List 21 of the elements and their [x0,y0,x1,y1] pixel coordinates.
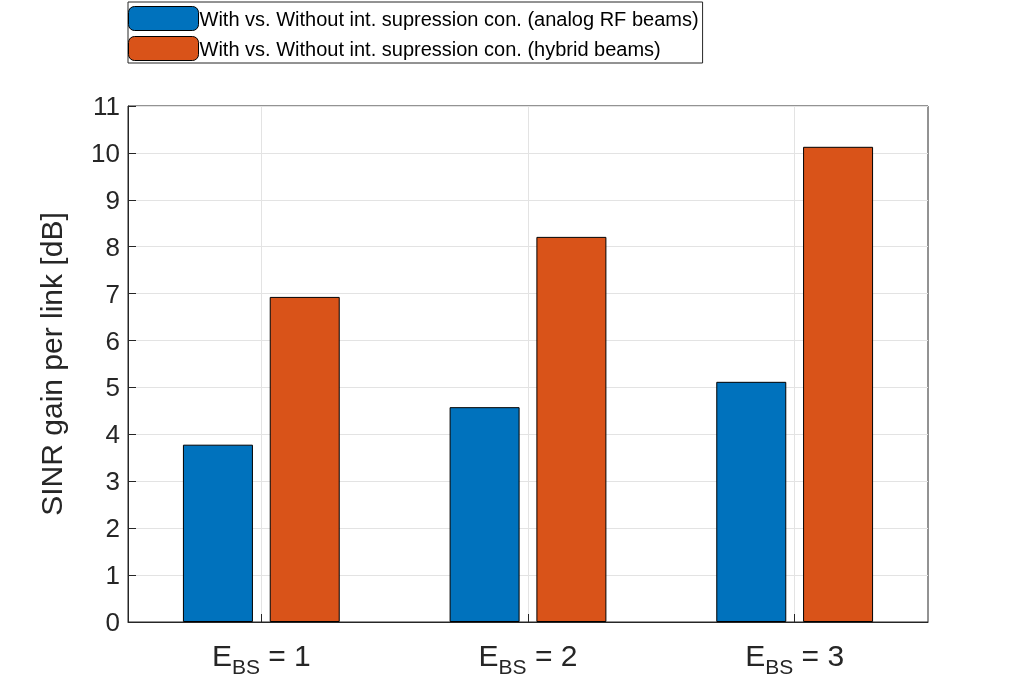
y-tick-label: 5 [105,372,120,403]
bar [716,381,787,622]
bar [269,296,340,622]
y-tick-label: 1 [105,560,120,591]
legend-label: With vs. Without int. supression con. (hybrid beams) [199,37,661,60]
bar [803,146,874,622]
y-tick-label: 4 [105,419,120,450]
y-axis-title: SINR gain per link [dB] [34,212,68,516]
y-tick-label: 11 [93,91,120,121]
y-tick-label: 3 [105,466,120,497]
y-tick-label: 8 [105,231,120,262]
bar [449,407,520,622]
y-tick-label: 7 [105,278,120,309]
y-tick-label: 10 [91,137,120,168]
bar [182,444,253,622]
y-tick-label: 9 [105,184,120,215]
legend-label: With vs. Without int. supression con. (analog RF beams) [199,7,699,30]
y-tick-label: 0 [105,607,120,637]
y-tick-label: 2 [105,513,120,544]
bar [536,236,607,622]
y-tick-label: 6 [105,325,120,356]
